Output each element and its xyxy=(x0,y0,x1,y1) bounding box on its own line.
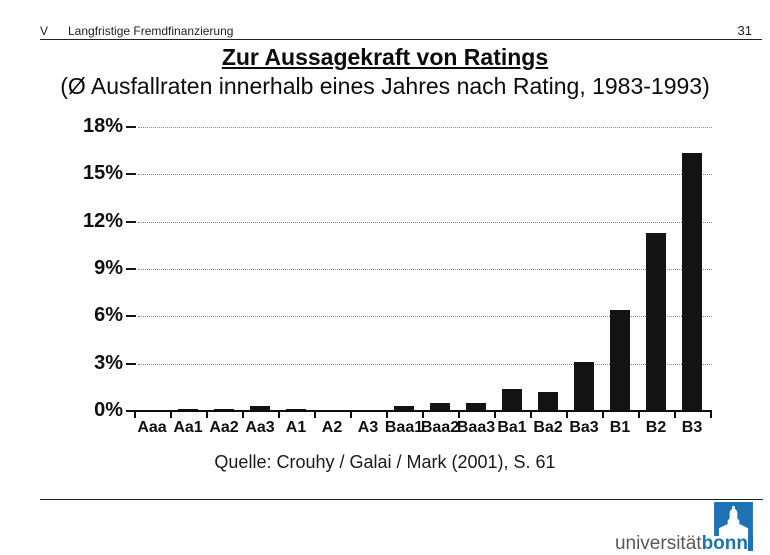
y-axis-tick-mark xyxy=(126,315,136,318)
x-axis-tick-mark xyxy=(458,412,460,418)
y-axis-tick-label: 3% xyxy=(94,351,123,374)
x-axis-tick-mark xyxy=(242,412,244,418)
x-axis-category-label: A3 xyxy=(357,419,379,436)
x-axis-category-label: B1 xyxy=(609,419,631,436)
y-axis-tick-label: 12% xyxy=(82,209,123,232)
bar xyxy=(574,361,594,410)
x-axis-category-label: Baa1 xyxy=(384,419,424,436)
gridline xyxy=(138,127,712,128)
footer-divider xyxy=(40,499,763,500)
bar xyxy=(538,391,558,410)
x-axis-category-label: Baa2 xyxy=(420,419,460,436)
x-axis-category-label: Baa3 xyxy=(456,419,496,436)
x-axis-category-label: B2 xyxy=(645,419,667,436)
y-axis-tick-label: 9% xyxy=(94,257,123,279)
header-divider xyxy=(40,39,762,40)
y-axis-tick-mark xyxy=(126,220,136,223)
x-axis-tick-mark xyxy=(566,412,568,418)
y-axis-tick-label: 15% xyxy=(82,162,123,185)
gridline xyxy=(138,174,712,176)
x-axis-category-label: Aa2 xyxy=(209,419,239,436)
bonn-castle-icon xyxy=(714,502,753,536)
x-axis-category-label: B3 xyxy=(681,419,703,436)
x-axis-tick-mark xyxy=(710,412,712,418)
x-axis-tick-mark xyxy=(530,412,532,418)
x-axis-tick-mark xyxy=(386,412,388,418)
x-axis-tick-mark xyxy=(494,412,496,418)
x-axis-tick-mark xyxy=(170,412,172,418)
logo-text-bonn: bonn xyxy=(701,533,748,554)
x-axis-line xyxy=(126,410,712,412)
x-axis-tick-mark xyxy=(674,412,676,418)
bar xyxy=(286,409,306,410)
logo-accent-bar xyxy=(748,536,753,551)
source-citation: Quelle: Crouhy / Galai / Mark (2001), S.… xyxy=(214,452,556,472)
bar xyxy=(430,402,450,410)
x-axis-category-label: Aa1 xyxy=(173,419,203,436)
y-axis-tick-mark xyxy=(126,173,136,176)
y-axis-tick-label: 6% xyxy=(94,304,123,327)
x-axis-category-label: Ba3 xyxy=(569,419,599,436)
x-axis-tick-mark xyxy=(134,412,136,418)
bar xyxy=(646,232,666,410)
x-axis-tick-mark xyxy=(350,412,352,418)
bar xyxy=(394,406,414,410)
x-axis-tick-mark xyxy=(602,412,604,418)
y-axis-tick-label: 18% xyxy=(82,115,123,137)
page-subtitle: (Ø Ausfallraten innerhalb eines Jahres n… xyxy=(60,73,710,99)
y-axis-tick-label: 0% xyxy=(94,399,123,421)
x-axis-category-label: Ba1 xyxy=(497,419,527,436)
x-axis-tick-mark xyxy=(206,412,208,418)
bar xyxy=(502,388,522,410)
x-axis-category-label: A2 xyxy=(321,419,343,436)
gridline xyxy=(138,269,712,270)
gridline xyxy=(138,316,712,318)
y-axis-tick-mark xyxy=(126,362,136,365)
x-axis-category-label: Aa3 xyxy=(245,419,275,436)
y-axis-tick-mark xyxy=(126,126,136,128)
gridline xyxy=(138,363,712,365)
header-section-number: V xyxy=(40,24,49,38)
page-title: Zur Aussagekraft von Ratings xyxy=(221,44,549,70)
x-axis-tick-mark xyxy=(278,412,280,418)
bar xyxy=(250,405,270,410)
university-logo: universitätbonn xyxy=(615,533,748,555)
gridline xyxy=(138,221,712,223)
logo-text-universitaet: universität xyxy=(614,533,702,554)
bar xyxy=(214,409,234,410)
bar xyxy=(466,402,486,410)
x-axis-category-label: Ba2 xyxy=(533,419,563,436)
x-axis-category-label: Aaa xyxy=(137,419,167,436)
bar xyxy=(178,409,198,410)
x-axis-tick-mark xyxy=(422,412,424,418)
header-chapter-title: Langfristige Fremdfinanzierung xyxy=(68,24,234,38)
bar xyxy=(682,152,702,410)
x-axis-category-label: A1 xyxy=(285,419,307,436)
bar xyxy=(610,309,630,410)
x-axis-tick-mark xyxy=(638,412,640,418)
header-page-number: 31 xyxy=(737,23,752,38)
x-axis-tick-mark xyxy=(314,412,316,418)
y-axis-tick-mark xyxy=(126,268,136,270)
